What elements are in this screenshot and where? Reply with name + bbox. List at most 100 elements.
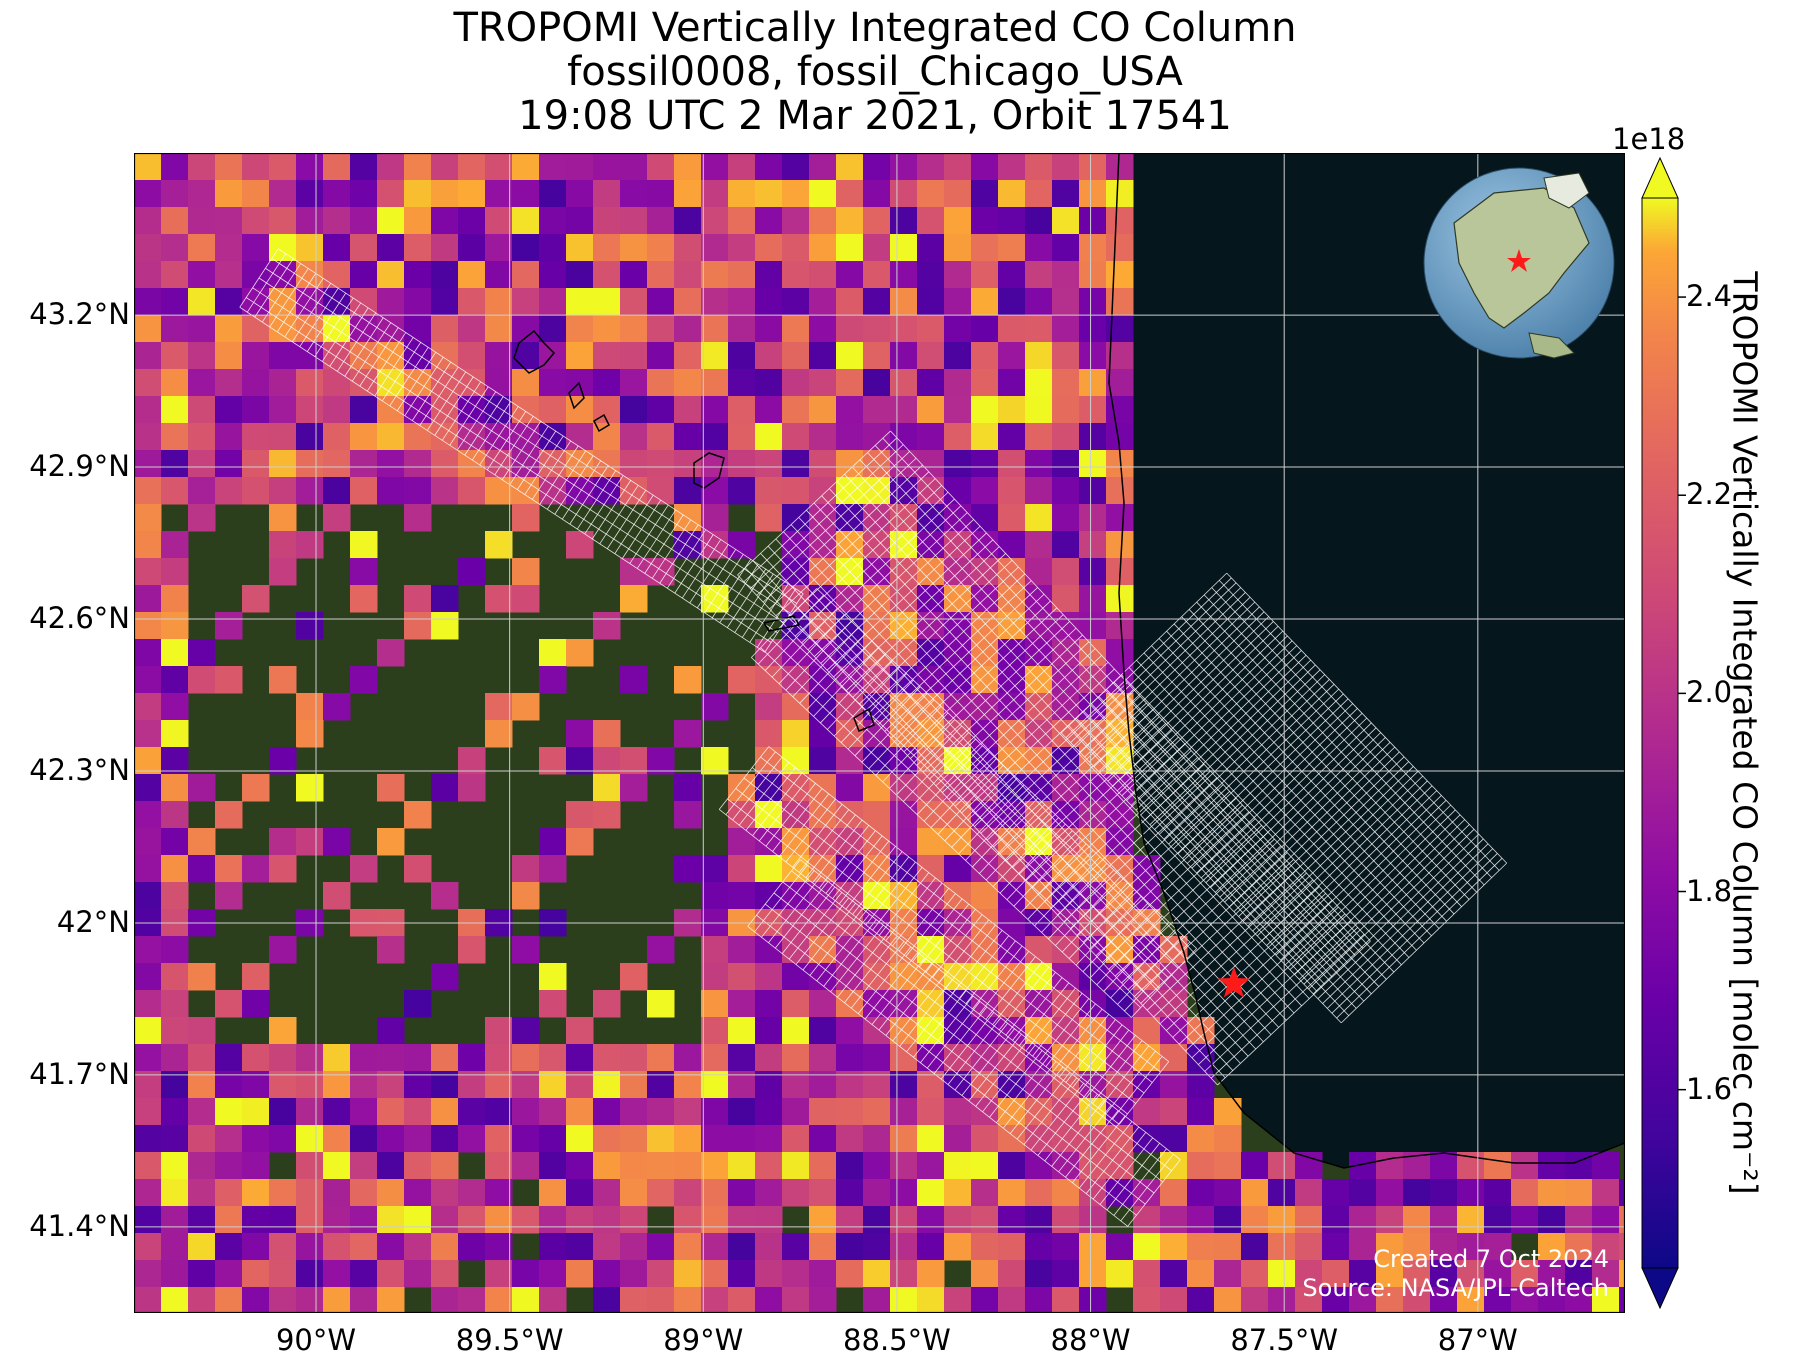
- co-pixel: [917, 369, 945, 397]
- co-pixel: [620, 1044, 648, 1072]
- co-pixel: [566, 531, 594, 559]
- co-pixel: [512, 693, 540, 721]
- co-pixel: [458, 1044, 486, 1072]
- footprint-edge: [1048, 869, 1115, 940]
- co-pixel: [404, 1233, 432, 1261]
- co-pixel: [1079, 504, 1107, 532]
- co-pixel: [188, 666, 216, 694]
- co-pixel: [431, 1071, 459, 1099]
- co-pixel: [188, 261, 216, 289]
- footprint-edge: [972, 797, 1039, 868]
- co-pixel: [674, 1071, 702, 1099]
- co-pixel: [539, 396, 567, 424]
- co-pixel: [620, 1125, 648, 1153]
- co-pixel: [620, 207, 648, 235]
- co-pixel: [1025, 531, 1053, 559]
- co-pixel: [1241, 1152, 1269, 1180]
- co-pixel: [431, 288, 459, 316]
- co-pixel: [350, 450, 378, 478]
- co-pixel: [620, 1233, 648, 1261]
- co-pixel: [539, 855, 567, 883]
- co-pixel: [674, 369, 702, 397]
- co-pixel: [485, 585, 513, 613]
- co-pixel: [1106, 990, 1134, 1018]
- map-panel: [134, 153, 1625, 1313]
- co-pixel: [296, 720, 324, 748]
- co-pixel: [1241, 1206, 1269, 1234]
- co-pixel: [242, 1125, 270, 1153]
- co-pixel: [1592, 1179, 1620, 1207]
- co-pixel: [404, 504, 432, 532]
- co-pixel: [188, 1152, 216, 1180]
- co-pixel: [566, 153, 594, 181]
- co-pixel: [161, 1017, 189, 1045]
- co-pixel: [593, 153, 621, 181]
- co-pixel: [539, 369, 567, 397]
- co-pixel: [620, 261, 648, 289]
- co-pixel: [944, 477, 972, 505]
- footprint-edge: [882, 437, 1364, 949]
- co-pixel: [188, 234, 216, 262]
- footprint-edge: [751, 657, 1132, 1018]
- co-pixel: [890, 1071, 918, 1099]
- co-pixel: [1025, 261, 1053, 289]
- co-pixel: [701, 369, 729, 397]
- co-pixel: [566, 801, 594, 829]
- footprint-edge: [861, 692, 928, 763]
- co-pixel: [269, 936, 297, 964]
- co-pixel: [161, 585, 189, 613]
- co-pixel: [890, 315, 918, 343]
- co-pixel: [863, 1125, 891, 1153]
- co-pixel: [944, 1233, 972, 1261]
- co-pixel: [971, 1260, 999, 1288]
- co-pixel: [566, 261, 594, 289]
- footprint-edge: [744, 567, 1226, 1079]
- co-pixel: [1052, 558, 1080, 586]
- co-pixel: [755, 855, 783, 883]
- co-pixel: [134, 342, 162, 370]
- co-pixel: [539, 963, 567, 991]
- footprint-edge: [1091, 703, 1372, 995]
- co-pixel: [539, 1098, 567, 1126]
- co-pixel: [782, 153, 810, 181]
- co-pixel: [701, 1017, 729, 1045]
- co-pixel: [1052, 1287, 1080, 1313]
- co-pixel: [809, 774, 837, 802]
- co-pixel: [161, 315, 189, 343]
- co-pixel: [674, 1233, 702, 1261]
- co-pixel: [836, 1125, 864, 1153]
- co-pixel: [566, 1179, 594, 1207]
- co-pixel: [188, 1071, 216, 1099]
- co-pixel: [350, 1152, 378, 1180]
- co-pixel: [188, 774, 216, 802]
- co-pixel: [1538, 1233, 1566, 1261]
- co-pixel: [431, 882, 459, 910]
- co-pixel: [215, 990, 243, 1018]
- co-pixel: [1511, 1260, 1539, 1288]
- co-pixel: [809, 747, 837, 775]
- co-pixel: [890, 396, 918, 424]
- co-pixel: [1349, 1206, 1377, 1234]
- co-pixel: [701, 531, 729, 559]
- co-pixel: [728, 315, 756, 343]
- co-pixel: [458, 1287, 486, 1313]
- co-pixel: [539, 1152, 567, 1180]
- co-pixel: [1052, 1098, 1080, 1126]
- co-pixel: [836, 1233, 864, 1261]
- co-pixel: [647, 1260, 675, 1288]
- co-pixel: [890, 369, 918, 397]
- co-pixel: [458, 1233, 486, 1261]
- co-pixel: [1376, 1179, 1404, 1207]
- co-pixel: [863, 1179, 891, 1207]
- co-pixel: [593, 1179, 621, 1207]
- co-pixel: [161, 261, 189, 289]
- co-pixel: [620, 1152, 648, 1180]
- co-pixel: [296, 1233, 324, 1261]
- co-pixel: [836, 369, 864, 397]
- co-pixel: [593, 1098, 621, 1126]
- co-pixel: [1025, 207, 1053, 235]
- co-pixel: [134, 1233, 162, 1261]
- co-pixel: [1079, 1125, 1107, 1153]
- co-pixel: [134, 288, 162, 316]
- co-pixel: [242, 855, 270, 883]
